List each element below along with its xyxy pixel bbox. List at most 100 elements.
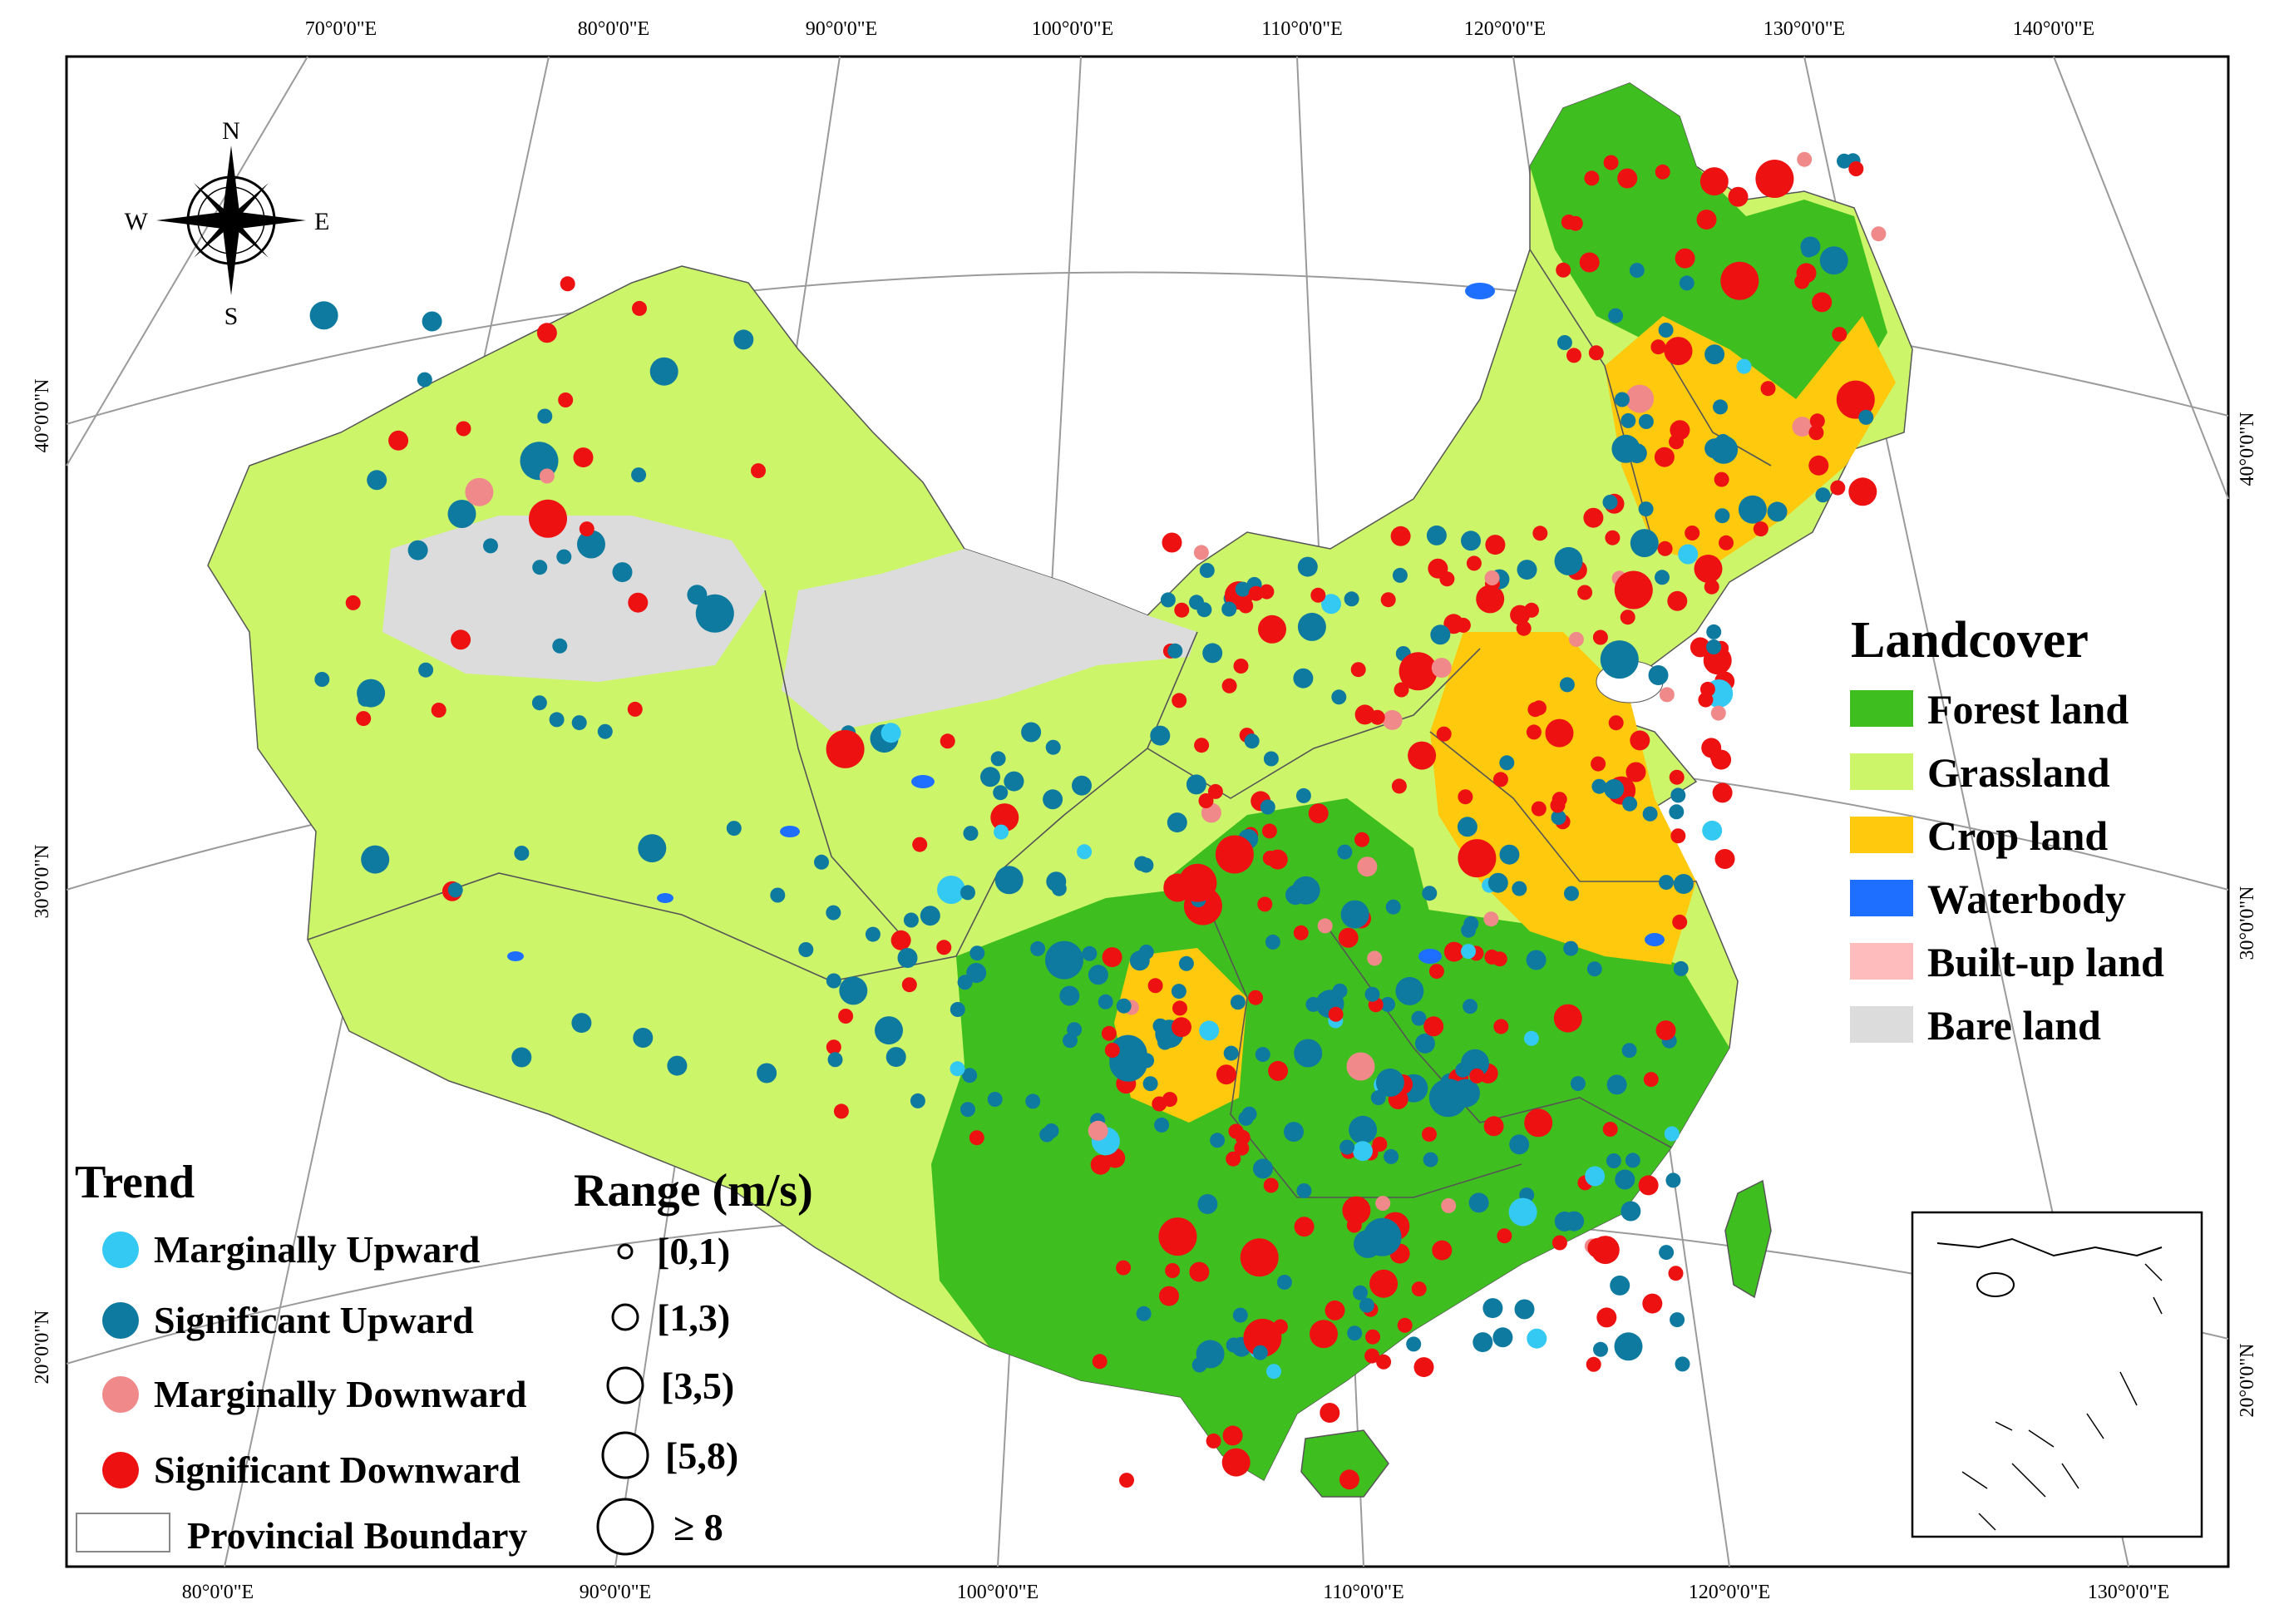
legend-label: Built-up land bbox=[1927, 939, 2164, 985]
top-tick: 110°0'0"E bbox=[1261, 18, 1343, 40]
station-marker bbox=[1630, 730, 1650, 751]
station-marker bbox=[1455, 617, 1471, 633]
station-marker bbox=[632, 300, 647, 316]
station-marker bbox=[537, 408, 553, 424]
station-marker bbox=[1696, 210, 1717, 230]
station-marker bbox=[826, 1039, 841, 1055]
station-marker bbox=[1088, 1120, 1108, 1141]
station-marker bbox=[1690, 637, 1710, 658]
station-marker bbox=[1605, 530, 1621, 545]
station-marker bbox=[1077, 844, 1093, 860]
bare-land-taklimakan bbox=[382, 516, 765, 682]
station-marker bbox=[1408, 741, 1437, 770]
station-marker bbox=[1043, 789, 1063, 810]
landcover-legend: Landcover Forest land Grassland Crop lan… bbox=[1850, 612, 2164, 1049]
station-marker bbox=[1461, 944, 1476, 960]
station-marker bbox=[627, 701, 643, 717]
station-marker bbox=[1568, 631, 1584, 647]
station-marker bbox=[1098, 994, 1113, 1009]
station-marker bbox=[1669, 804, 1685, 820]
station-marker bbox=[1832, 327, 1847, 343]
station-marker bbox=[993, 785, 1009, 801]
station-marker bbox=[1836, 380, 1875, 419]
station-marker bbox=[1196, 1340, 1225, 1369]
station-marker bbox=[1167, 812, 1187, 833]
station-marker bbox=[1673, 960, 1689, 976]
trend-symbol bbox=[102, 1376, 139, 1413]
station-marker bbox=[1493, 1019, 1509, 1034]
top-tick: 140°0'0"E bbox=[2013, 18, 2094, 40]
trend-legend-title: Trend bbox=[75, 1157, 195, 1208]
station-marker bbox=[1497, 1228, 1512, 1244]
station-marker bbox=[1512, 881, 1527, 896]
station-marker bbox=[1554, 546, 1583, 575]
station-marker bbox=[1714, 849, 1735, 869]
left-tick: 30°0'0"N bbox=[32, 844, 53, 918]
station-marker bbox=[345, 595, 361, 610]
station-marker bbox=[1566, 348, 1581, 363]
station-marker bbox=[1045, 739, 1061, 755]
station-marker bbox=[1152, 1096, 1167, 1112]
station-marker bbox=[1668, 1266, 1684, 1281]
station-marker bbox=[367, 470, 387, 491]
station-marker bbox=[960, 1102, 975, 1118]
station-marker bbox=[1620, 610, 1635, 625]
station-marker bbox=[1584, 170, 1600, 186]
station-marker bbox=[529, 499, 567, 538]
station-marker bbox=[1551, 810, 1566, 825]
station-marker bbox=[573, 447, 594, 468]
station-marker bbox=[1202, 643, 1223, 664]
station-marker bbox=[1263, 1177, 1279, 1193]
station-marker bbox=[980, 767, 1000, 787]
station-marker bbox=[1638, 414, 1654, 429]
station-marker bbox=[1461, 922, 1477, 938]
station-marker bbox=[901, 977, 917, 993]
station-marker bbox=[1349, 1115, 1378, 1144]
station-marker bbox=[1706, 624, 1722, 639]
station-marker bbox=[1678, 544, 1699, 565]
station-marker bbox=[649, 357, 678, 386]
boundary-swatch bbox=[76, 1513, 170, 1552]
station-marker bbox=[612, 562, 633, 583]
station-marker bbox=[1228, 1123, 1244, 1139]
station-marker bbox=[1606, 1153, 1621, 1168]
station-marker bbox=[937, 876, 965, 904]
station-marker bbox=[1675, 248, 1695, 269]
station-marker bbox=[1514, 605, 1529, 621]
station-marker bbox=[1670, 828, 1686, 844]
station-marker bbox=[1665, 1172, 1681, 1188]
station-marker bbox=[1411, 1281, 1427, 1297]
station-marker bbox=[1858, 409, 1874, 425]
station-marker bbox=[1059, 985, 1080, 1006]
station-marker bbox=[1337, 844, 1353, 860]
bottom-tick: 120°0'0"E bbox=[1689, 1582, 1770, 1603]
station-marker bbox=[1463, 999, 1478, 1014]
range-symbol bbox=[617, 1243, 634, 1260]
station-marker bbox=[1630, 529, 1659, 558]
trend-symbol bbox=[102, 1302, 139, 1339]
station-marker bbox=[356, 711, 372, 727]
station-marker bbox=[1321, 594, 1341, 615]
station-marker bbox=[897, 948, 918, 968]
station-marker bbox=[1614, 1332, 1643, 1361]
station-marker bbox=[558, 392, 574, 407]
station-marker bbox=[1658, 323, 1674, 338]
station-marker bbox=[1593, 1341, 1608, 1357]
compass-e: E bbox=[314, 208, 329, 235]
station-marker bbox=[1199, 563, 1215, 578]
station-markers bbox=[309, 151, 1887, 1490]
station-marker bbox=[1709, 749, 1725, 765]
station-marker bbox=[1524, 1108, 1553, 1138]
station-marker bbox=[1021, 722, 1042, 743]
range-symbol bbox=[596, 1498, 654, 1556]
station-marker bbox=[1591, 756, 1606, 772]
station-marker bbox=[577, 530, 605, 559]
station-marker bbox=[969, 1130, 984, 1146]
station-marker bbox=[1320, 1403, 1340, 1423]
station-marker bbox=[1523, 1030, 1539, 1046]
range-legend-title: Range (m/s) bbox=[574, 1165, 813, 1217]
station-marker bbox=[1234, 1140, 1250, 1156]
legend-label: Waterbody bbox=[1927, 876, 2126, 922]
station-marker bbox=[1808, 425, 1824, 441]
legend-label: Grassland bbox=[1927, 749, 2110, 796]
